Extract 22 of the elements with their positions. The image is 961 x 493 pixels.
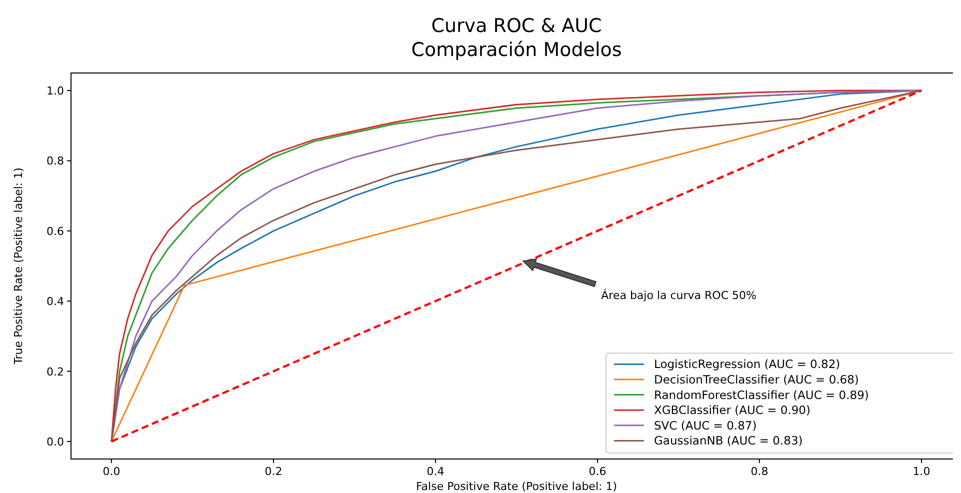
legend-label: DecisionTreeClassifier (AUC = 0.68): [654, 372, 859, 386]
chart-title: Curva ROC & AUC Comparación Modelos: [411, 15, 622, 61]
y-tick-label: 1.0: [46, 84, 64, 98]
annotation: Área bajo la curva ROC 50%: [601, 288, 756, 302]
legend-label: SVC (AUC = 0.87): [654, 418, 757, 432]
y-tick-label: 0.6: [46, 224, 64, 238]
y-axis-title: True Positive Rate (Positive label: 1): [12, 168, 25, 366]
y-tick-label: 0.4: [46, 295, 64, 308]
x-axis-title: False Positive Rate (Positive label: 1): [416, 480, 618, 493]
y-tick-label: 0.2: [46, 365, 64, 378]
x-tick-label: 0.2: [264, 465, 282, 478]
x-tick-label: 0.6: [588, 465, 606, 478]
x-tick-label: 0.0: [102, 465, 120, 478]
legend-label: GaussianNB (AUC = 0.83): [654, 434, 803, 448]
y-tick-label: 0.0: [46, 435, 64, 448]
legend-label: LogisticRegression (AUC = 0.82): [654, 357, 840, 372]
x-tick-label: 1.0: [912, 465, 930, 478]
legend-label: XGBClassifier (AUC = 0.90): [654, 403, 810, 418]
x-tick-label: 0.8: [750, 465, 768, 478]
x-tick-label: 0.4: [426, 465, 444, 478]
legend-label: RandomForestClassifier (AUC = 0.89): [654, 388, 869, 402]
y-tick-label: 0.8: [46, 154, 64, 168]
